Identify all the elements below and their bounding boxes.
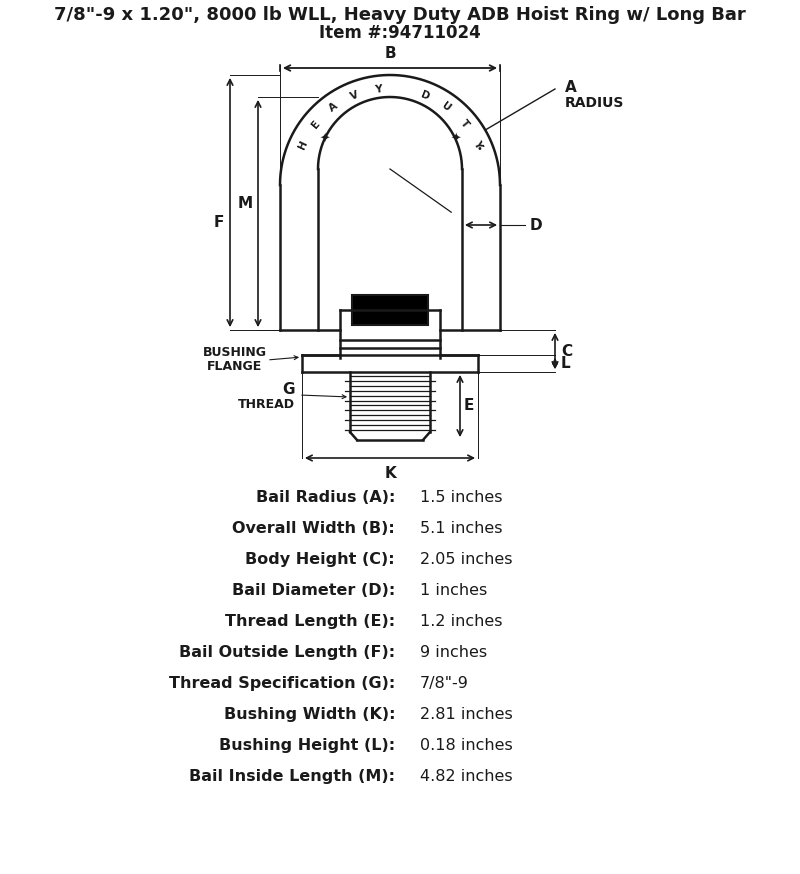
Text: G: G — [282, 381, 295, 397]
Text: M: M — [238, 196, 253, 211]
Text: A: A — [565, 80, 577, 95]
Text: THREAD: THREAD — [238, 399, 295, 412]
Text: 9 inches: 9 inches — [420, 645, 487, 660]
Text: •: • — [476, 144, 482, 154]
Text: Y: Y — [374, 84, 382, 95]
Text: 7/8"-9: 7/8"-9 — [420, 676, 469, 691]
Text: ✦: ✦ — [319, 133, 330, 146]
Text: L: L — [561, 356, 570, 371]
Text: Overall Width (B):: Overall Width (B): — [232, 521, 395, 536]
Text: ✦: ✦ — [450, 133, 461, 146]
Text: A: A — [327, 101, 340, 114]
Text: F: F — [214, 215, 224, 230]
Text: 2.05 inches: 2.05 inches — [420, 552, 513, 567]
Text: Thread Length (E):: Thread Length (E): — [225, 614, 395, 629]
Text: Bail Inside Length (M):: Bail Inside Length (M): — [189, 769, 395, 784]
Text: T: T — [458, 118, 470, 130]
Text: V: V — [349, 90, 360, 102]
Text: 5.1 inches: 5.1 inches — [420, 521, 502, 536]
Text: Bushing Width (K):: Bushing Width (K): — [223, 707, 395, 722]
Text: 4.82 inches: 4.82 inches — [420, 769, 513, 784]
Text: RADIUS: RADIUS — [565, 96, 624, 110]
Text: 2.81 inches: 2.81 inches — [420, 707, 513, 722]
Text: Bail Radius (A):: Bail Radius (A): — [256, 490, 395, 505]
Text: B: B — [384, 46, 396, 61]
Text: D: D — [419, 89, 431, 102]
Text: 7/8"-9 x 1.20", 8000 lb WLL, Heavy Duty ADB Hoist Ring w/ Long Bar: 7/8"-9 x 1.20", 8000 lb WLL, Heavy Duty … — [54, 6, 746, 24]
Text: FLANGE: FLANGE — [207, 360, 262, 373]
Text: Y: Y — [471, 139, 483, 149]
Text: 1.5 inches: 1.5 inches — [420, 490, 502, 505]
Bar — [352, 295, 428, 325]
Text: 0.18 inches: 0.18 inches — [420, 738, 513, 753]
Text: H: H — [297, 138, 310, 150]
Text: Bushing Height (L):: Bushing Height (L): — [219, 738, 395, 753]
Text: D: D — [530, 218, 542, 232]
Text: E: E — [310, 118, 322, 130]
Text: Body Height (C):: Body Height (C): — [246, 552, 395, 567]
Text: Item #:94711024: Item #:94711024 — [319, 24, 481, 42]
Text: C: C — [561, 343, 572, 358]
Text: U: U — [440, 101, 453, 114]
Text: 1 inches: 1 inches — [420, 583, 487, 598]
Text: E: E — [464, 399, 474, 413]
Text: Bail Diameter (D):: Bail Diameter (D): — [232, 583, 395, 598]
Text: Thread Specification (G):: Thread Specification (G): — [169, 676, 395, 691]
Text: 1.2 inches: 1.2 inches — [420, 614, 502, 629]
Text: Bail Outside Length (F):: Bail Outside Length (F): — [179, 645, 395, 660]
Text: BUSHING: BUSHING — [203, 346, 267, 359]
Text: K: K — [384, 466, 396, 481]
